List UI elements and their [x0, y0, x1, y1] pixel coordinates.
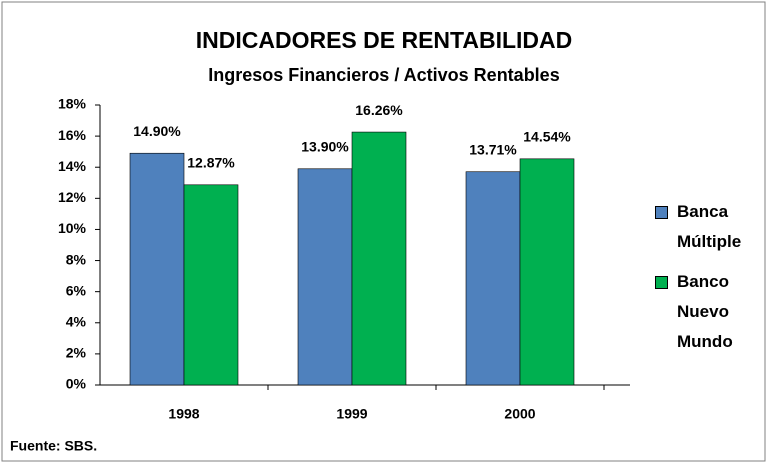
- y-tick-label: 18%: [58, 96, 87, 112]
- chart-title: INDICADORES DE RENTABILIDAD: [196, 27, 573, 53]
- y-tick-label: 14%: [58, 158, 87, 174]
- bar: [465, 171, 521, 386]
- y-tick-label: 4%: [66, 313, 87, 329]
- bar: [297, 168, 353, 386]
- x-tick-label: 2000: [504, 406, 535, 422]
- bar: [519, 158, 575, 386]
- y-tick-label: 8%: [66, 251, 87, 267]
- value-label: 14.54%: [523, 129, 571, 145]
- legend-label: Banco Nuevo Mundo: [677, 272, 733, 351]
- x-tick-label: 1999: [336, 406, 367, 422]
- chart-subtitle: Ingresos Financieros / Activos Rentables: [208, 65, 559, 85]
- y-tick-label: 16%: [58, 127, 87, 143]
- legend-item: Banca Múltiple: [655, 197, 765, 257]
- y-tick-label: 10%: [58, 220, 87, 236]
- y-tick-label: 12%: [58, 189, 87, 205]
- value-label: 12.87%: [187, 155, 235, 171]
- legend-swatch: [655, 276, 668, 289]
- legend: Banca Múltiple Banco Nuevo Mundo: [655, 197, 765, 367]
- x-tick-label: 1998: [168, 406, 199, 422]
- value-label: 16.26%: [355, 102, 403, 118]
- bar: [351, 131, 407, 386]
- legend-label: Banca Múltiple: [677, 202, 742, 251]
- value-label: 13.90%: [301, 138, 349, 154]
- y-tick-label: 2%: [66, 345, 87, 361]
- value-label: 13.71%: [469, 141, 517, 157]
- value-label: 14.90%: [133, 123, 181, 139]
- source-note: Fuente: SBS.: [10, 438, 97, 454]
- legend-swatch: [655, 206, 668, 219]
- y-tick-label: 6%: [66, 282, 87, 298]
- y-tick-label: 0%: [66, 376, 87, 392]
- bar: [129, 152, 185, 386]
- legend-item: Banco Nuevo Mundo: [655, 267, 765, 357]
- bar: [183, 184, 239, 386]
